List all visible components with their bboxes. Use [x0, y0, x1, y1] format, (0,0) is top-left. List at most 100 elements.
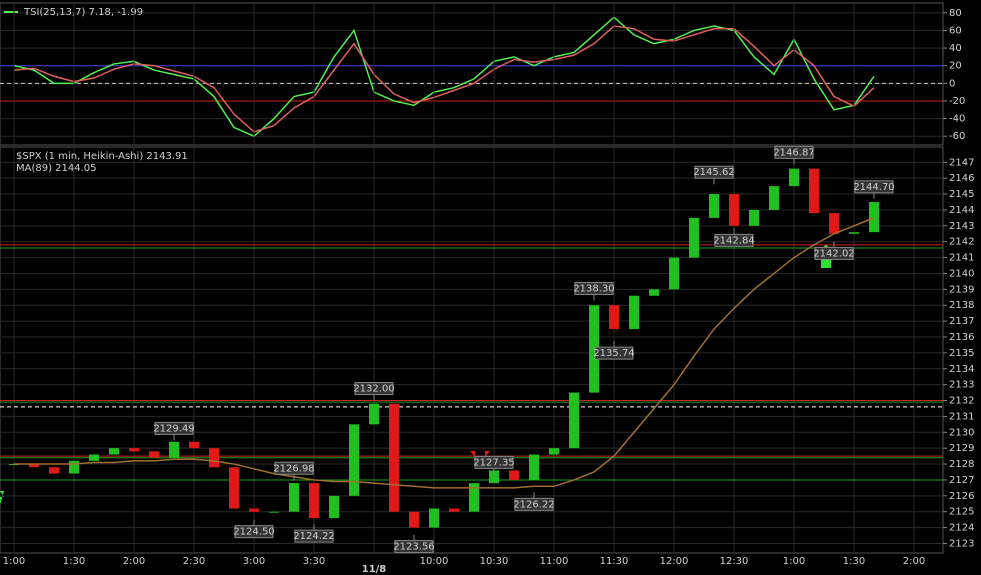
y-tick-label: 2147 [949, 157, 974, 168]
y-tick-label: 2127 [949, 475, 974, 486]
y-tick-label: 2134 [949, 364, 974, 375]
annotation-label: 2123.56 [393, 542, 434, 553]
candle [49, 467, 59, 474]
candle [149, 451, 159, 458]
y-tick-label: 2136 [949, 332, 974, 343]
candle [269, 511, 279, 513]
candle [189, 441, 199, 449]
ma-legend: MA(89) 2144.05 [16, 163, 97, 174]
y-tick-label: -60 [949, 131, 965, 142]
tsi-line [13, 25, 875, 133]
y-tick-label: 2141 [949, 253, 974, 264]
candle [369, 403, 379, 425]
price-panel [0, 146, 944, 554]
candle [609, 305, 619, 330]
candle [129, 448, 139, 452]
y-tick-label: 0 [949, 78, 955, 89]
candle [29, 464, 39, 468]
candle [669, 257, 679, 290]
y-tick-label: 2138 [949, 300, 974, 311]
candle [809, 168, 819, 214]
annotation-box [774, 145, 814, 159]
x-tick-label: 3:00 [243, 556, 265, 567]
annotation-box [574, 281, 614, 295]
candle [769, 186, 779, 210]
y-tick-label: 2131 [949, 411, 974, 422]
y-tick-label: -40 [949, 114, 965, 125]
x-tick-label: 10:30 [480, 556, 509, 567]
candle [289, 483, 299, 512]
y-tick-label: -20 [949, 96, 965, 107]
y-tick-label: 2146 [949, 173, 974, 184]
x-tick-label: 12:00 [660, 556, 689, 567]
annotation-box [814, 246, 854, 260]
candle [689, 217, 699, 258]
candle [649, 289, 659, 296]
y-tick-label: 40 [949, 43, 962, 54]
candle [709, 194, 719, 218]
y-tick-label: 2126 [949, 491, 974, 502]
buy-arrow-edge [0, 491, 4, 505]
annotation-box [694, 165, 734, 179]
candle [309, 483, 319, 519]
candle [529, 454, 539, 480]
y-tick-label: 2125 [949, 507, 974, 518]
y-tick-label: 2143 [949, 221, 974, 232]
x-tick-label: 2:00 [903, 556, 925, 567]
candle [509, 470, 519, 480]
annotation-label: 2126.22 [513, 499, 554, 510]
annotation-box [714, 233, 754, 247]
y-tick-label: 2145 [949, 189, 974, 200]
annotation-label: 2129.49 [153, 423, 194, 434]
y-tick-label: 2132 [949, 396, 974, 407]
annotation-box [354, 382, 394, 396]
annotation-label: 2124.50 [233, 527, 274, 538]
annotation-box [394, 540, 434, 554]
annotation-box [234, 525, 274, 539]
candle [329, 495, 339, 519]
annotation-box [294, 529, 334, 543]
annotation-label: 2145.62 [693, 167, 734, 178]
candle [469, 483, 479, 512]
x-tick-label: 1:00 [783, 556, 805, 567]
y-tick-label: 20 [949, 61, 962, 72]
annotation-label: 2144.70 [853, 182, 894, 193]
annotation-label: 2127.35 [473, 457, 514, 468]
candle [549, 448, 559, 455]
y-tick-label: 60 [949, 25, 962, 36]
annotation-label: 2142.84 [713, 235, 754, 246]
candle [109, 448, 119, 455]
candle [569, 392, 579, 449]
annotation-label: 2135.74 [593, 348, 634, 359]
x-tick-label: 11:30 [600, 556, 629, 567]
annotation-label: 2146.87 [773, 147, 814, 158]
candle [589, 305, 599, 393]
y-tick-label: 80 [949, 8, 962, 19]
annotation-box [854, 180, 894, 194]
x-tick-label: 11:00 [540, 556, 569, 567]
y-tick-label: 2128 [949, 459, 974, 470]
annotation-label: 2142.02 [813, 248, 854, 259]
candle [789, 168, 799, 187]
annotation-box [474, 455, 514, 469]
y-tick-label: 2123 [949, 538, 974, 549]
candle [449, 508, 459, 512]
y-tick-label: 2135 [949, 348, 974, 359]
x-tick-label: 1:30 [843, 556, 865, 567]
y-tick-label: 2142 [949, 237, 974, 248]
annotation-box [274, 461, 314, 475]
x-tick-label: 1:00 [3, 556, 25, 567]
candle [229, 467, 239, 509]
candle [729, 194, 739, 226]
y-tick-label: 2130 [949, 427, 974, 438]
x-tick-label: 2:00 [123, 556, 145, 567]
candle [209, 448, 219, 468]
candle [489, 470, 499, 484]
annotation-label: 2124.22 [293, 531, 334, 542]
candle [829, 213, 839, 234]
candle [849, 232, 859, 234]
annotation-box [514, 497, 554, 511]
candle [629, 295, 639, 330]
